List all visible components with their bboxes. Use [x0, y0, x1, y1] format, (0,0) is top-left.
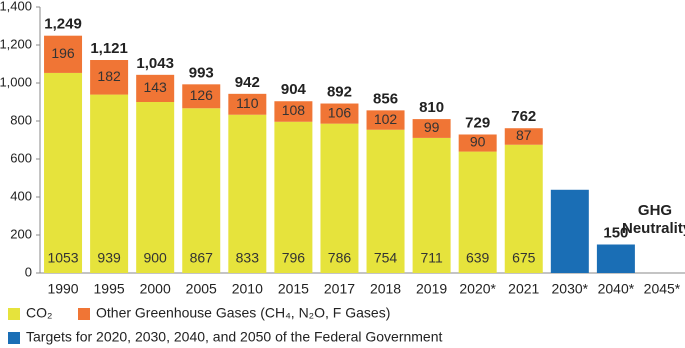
bar-segment [550, 189, 589, 273]
value-label: 106 [328, 104, 352, 120]
x-tick-label: 2030* [552, 281, 589, 297]
x-tick-label: 2020* [459, 281, 496, 297]
total-label: 904 [281, 81, 307, 98]
y-tick-label: 600 [10, 150, 32, 165]
annotation: GHG Neutrality [622, 202, 685, 237]
total-label: 942 [235, 74, 260, 91]
total-label: 1,043 [136, 55, 174, 72]
bar-segment [320, 123, 359, 273]
legend-label: CO₂ [26, 305, 52, 321]
y-tick-label: 1,400 [0, 0, 32, 13]
value-label: 675 [512, 250, 536, 266]
value-label: 833 [236, 250, 260, 266]
bar-segment [504, 128, 543, 145]
value-label: 867 [190, 250, 214, 266]
legend-swatch [78, 308, 90, 320]
bar-segment [412, 119, 451, 138]
value-label: 711 [420, 250, 443, 266]
bar-segment [228, 114, 267, 273]
bar-segment [504, 144, 543, 273]
x-tick-label: 2010 [232, 281, 263, 297]
legend-swatch [8, 332, 20, 344]
value-label: 108 [282, 102, 306, 118]
legend-label: Other Greenhouse Gases (CH₄, N₂O, F Gase… [96, 305, 390, 321]
y-tick-label: 800 [10, 112, 32, 127]
bar-segment [136, 102, 175, 273]
bar-segment [596, 244, 635, 273]
x-tick-label: 2017 [324, 281, 355, 297]
x-tick-label: 2021 [508, 281, 539, 297]
value-label: 786 [328, 250, 352, 266]
total-label: 892 [327, 83, 352, 100]
x-tick-label: 1990 [47, 281, 78, 297]
bar-segment [90, 60, 129, 95]
bar-segment [44, 72, 83, 274]
value-label: 196 [51, 45, 75, 61]
bar-segment [320, 103, 359, 124]
total-label: 1,121 [90, 40, 128, 57]
bar-segment [90, 94, 129, 273]
bar-segment [182, 108, 221, 274]
value-label: 90 [470, 134, 486, 150]
y-tick-label: 200 [10, 226, 32, 241]
bar-segment [458, 134, 497, 152]
bar-segment [366, 129, 405, 273]
x-tick-label: 2019 [416, 281, 447, 297]
y-tick-label: 0 [25, 264, 32, 279]
value-label: 639 [466, 250, 490, 266]
total-label: 993 [189, 64, 214, 81]
bar-segment [412, 137, 451, 273]
value-label: 1053 [47, 250, 78, 266]
x-tick-label: 2015 [278, 281, 309, 297]
bar-segment [274, 121, 313, 273]
value-label: 126 [190, 87, 214, 103]
x-tick-label: 2005 [186, 281, 217, 297]
value-label: 939 [97, 250, 121, 266]
value-label: 900 [143, 250, 167, 266]
total-label: 856 [373, 90, 398, 107]
x-tick-label: 2018 [370, 281, 401, 297]
x-tick-label: 2045* [644, 281, 681, 297]
y-tick-label: 1,000 [0, 74, 32, 89]
total-label: 1,249 [44, 16, 82, 33]
x-tick-label: 1995 [94, 281, 125, 297]
total-label: 729 [465, 114, 490, 131]
value-label: 99 [424, 119, 440, 135]
bar-segment [458, 151, 497, 273]
legend-swatch [8, 308, 20, 320]
bar-segment [136, 74, 175, 102]
value-label: 796 [282, 250, 306, 266]
legend-label: Targets for 2020, 2030, 2040, and 2050 o… [26, 329, 443, 345]
bar-segment [44, 35, 83, 73]
total-label: 150 [603, 224, 628, 241]
bar-segment [274, 101, 313, 122]
bar-segment [228, 93, 267, 115]
total-label: 810 [419, 99, 444, 116]
value-label: 87 [516, 127, 532, 143]
x-tick-label: 2040* [598, 281, 635, 297]
x-tick-label: 2000 [140, 281, 171, 297]
value-label: 754 [374, 250, 398, 266]
value-label: 102 [374, 111, 398, 127]
value-label: 182 [97, 68, 121, 84]
y-tick-label: 400 [10, 188, 32, 203]
value-label: 110 [236, 95, 259, 111]
total-label: 762 [511, 108, 536, 125]
y-tick-label: 1,200 [0, 36, 32, 51]
value-label: 143 [143, 79, 167, 95]
bar-segment [366, 110, 405, 130]
bar-segment [182, 84, 221, 109]
